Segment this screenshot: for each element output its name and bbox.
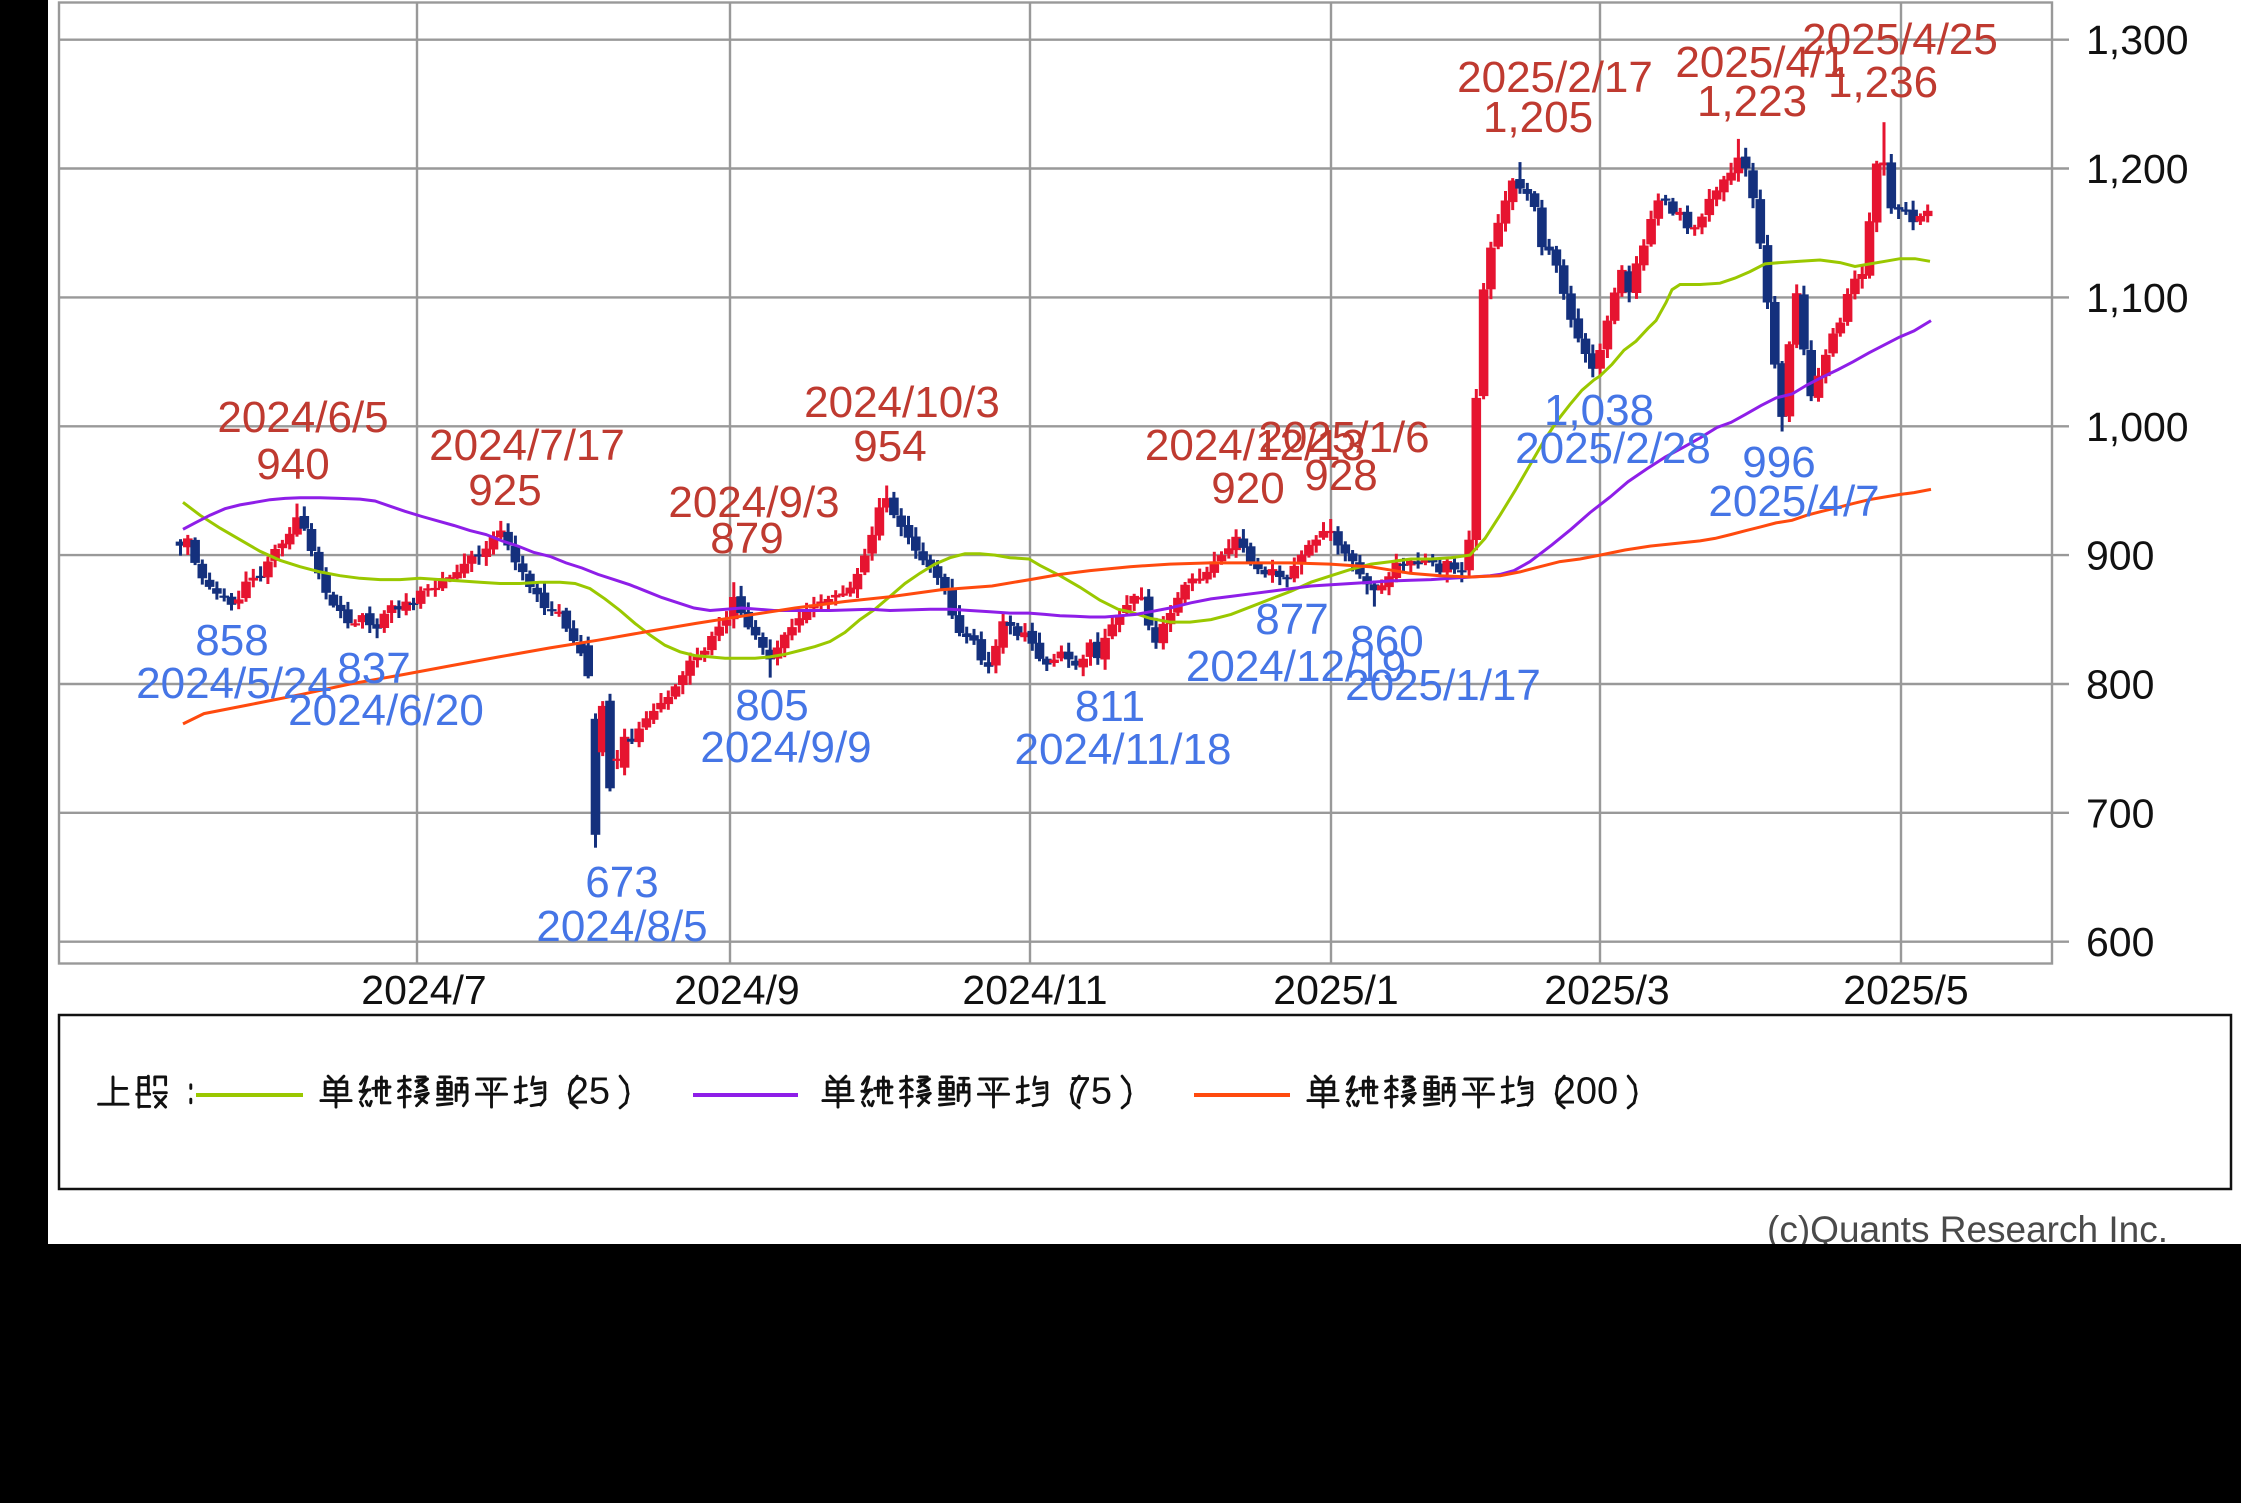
svg-text:2024/6/5: 2024/6/5 xyxy=(217,393,388,442)
svg-text:2024/10/3: 2024/10/3 xyxy=(804,378,1000,427)
svg-text:2025/3: 2025/3 xyxy=(1544,967,1669,1013)
svg-text:2024/12/13: 2024/12/13 xyxy=(1145,421,1365,470)
svg-text:2024/5/24: 2024/5/24 xyxy=(136,659,332,708)
svg-text:2025/1/17: 2025/1/17 xyxy=(1345,661,1541,710)
svg-text:2025/5: 2025/5 xyxy=(1843,967,1968,1013)
svg-text:5: 5 xyxy=(589,1071,610,1113)
svg-text:600: 600 xyxy=(2086,919,2154,965)
svg-text:879: 879 xyxy=(710,514,783,563)
svg-text:1,000: 1,000 xyxy=(2086,404,2189,450)
svg-text:925: 925 xyxy=(468,466,541,515)
svg-text:858: 858 xyxy=(195,616,268,665)
svg-text:811: 811 xyxy=(1075,682,1145,731)
svg-text:1,300: 1,300 xyxy=(2086,17,2189,63)
svg-text:954: 954 xyxy=(853,422,926,471)
svg-text:2025/4/25: 2025/4/25 xyxy=(1802,15,1998,64)
svg-text:2: 2 xyxy=(568,1071,589,1113)
svg-text:877: 877 xyxy=(1255,595,1328,644)
svg-text:(c)Quants Research Inc.: (c)Quants Research Inc. xyxy=(1767,1209,2168,1250)
svg-text:920: 920 xyxy=(1211,464,1284,513)
svg-text:7: 7 xyxy=(1070,1071,1091,1113)
svg-text:1,038: 1,038 xyxy=(1544,386,1654,435)
svg-text:837: 837 xyxy=(337,644,410,693)
svg-text:2025/1/6: 2025/1/6 xyxy=(1258,413,1429,462)
svg-text:860: 860 xyxy=(1350,617,1423,666)
svg-text:2024/8/5: 2024/8/5 xyxy=(536,902,707,951)
svg-text:2025/2/28: 2025/2/28 xyxy=(1515,424,1711,473)
svg-text:1,236: 1,236 xyxy=(1828,58,1938,107)
svg-text:2024/9: 2024/9 xyxy=(674,967,799,1013)
svg-text:800: 800 xyxy=(2086,662,2154,708)
svg-text:928: 928 xyxy=(1304,451,1377,500)
svg-text:2025/4/1: 2025/4/1 xyxy=(1675,38,1846,87)
svg-text:2025/1: 2025/1 xyxy=(1273,967,1398,1013)
svg-text:2024/11: 2024/11 xyxy=(962,967,1107,1013)
svg-text:805: 805 xyxy=(735,681,808,730)
svg-text:0: 0 xyxy=(1576,1071,1597,1113)
svg-text:2024/12/19: 2024/12/19 xyxy=(1186,642,1406,691)
svg-text:1,100: 1,100 xyxy=(2086,275,2189,321)
svg-text:2024/9/3: 2024/9/3 xyxy=(668,478,839,527)
svg-text:2025/4/7: 2025/4/7 xyxy=(1708,477,1879,526)
svg-text:5: 5 xyxy=(1091,1071,1112,1113)
svg-text:2024/9/9: 2024/9/9 xyxy=(700,723,871,772)
svg-text:1,223: 1,223 xyxy=(1697,77,1807,126)
svg-text:2024/6/20: 2024/6/20 xyxy=(288,686,484,735)
svg-text:996: 996 xyxy=(1742,438,1815,487)
svg-text:1,205: 1,205 xyxy=(1483,93,1593,142)
svg-text:1,200: 1,200 xyxy=(2086,146,2189,192)
svg-text:2: 2 xyxy=(1555,1071,1576,1113)
svg-text:2024/7/17: 2024/7/17 xyxy=(429,421,625,470)
svg-text:900: 900 xyxy=(2086,533,2154,579)
svg-text:940: 940 xyxy=(256,440,329,489)
svg-text:700: 700 xyxy=(2086,790,2154,836)
svg-text:0: 0 xyxy=(1597,1071,1618,1113)
svg-text:2025/2/17: 2025/2/17 xyxy=(1457,53,1653,102)
svg-text:2024/7: 2024/7 xyxy=(361,967,486,1013)
svg-text:2024/11/18: 2024/11/18 xyxy=(1015,725,1232,774)
svg-text:673: 673 xyxy=(585,858,658,907)
